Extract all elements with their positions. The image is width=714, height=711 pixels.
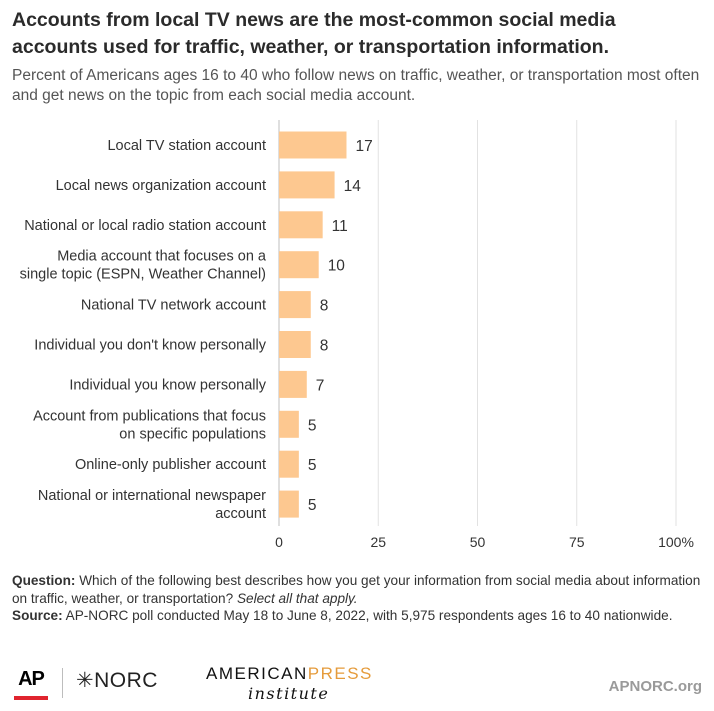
bar — [279, 211, 323, 239]
data-label: 8 — [320, 338, 329, 355]
category-label: Individual you know personally — [69, 377, 266, 393]
api-logo-line1: AMERICANPRESS — [206, 664, 373, 684]
api-logo-line2: institute — [248, 684, 330, 703]
chart-notes: Question: Which of the following best de… — [12, 572, 702, 625]
data-label: 5 — [308, 497, 317, 514]
category-label: account — [215, 506, 266, 522]
category-label: Online-only publisher account — [75, 457, 266, 473]
category-label: Individual you don't know personally — [34, 338, 266, 354]
logo-divider — [62, 668, 63, 698]
question-label: Question: — [12, 573, 76, 588]
bar — [279, 370, 307, 398]
chart-subtitle: Percent of Americans ages 16 to 40 who f… — [12, 67, 700, 104]
category-label: Account from publications that focus — [33, 408, 266, 424]
category-label: Local TV station account — [107, 138, 266, 154]
data-label: 17 — [355, 138, 372, 155]
data-label: 8 — [320, 298, 329, 315]
category-label: National or local radio station account — [24, 218, 266, 234]
bar — [279, 490, 299, 518]
ap-logo: AP — [18, 668, 45, 690]
bar — [279, 171, 335, 199]
norc-logo: ✳NORC — [76, 669, 158, 692]
question-note: Question: Which of the following best de… — [12, 572, 702, 607]
footer: AP ✳NORC AMERICANPRESS institute APNORC.… — [0, 660, 714, 711]
bar — [279, 450, 299, 478]
x-tick-label: 25 — [370, 534, 386, 550]
question-text: Which of the following best describes ho… — [12, 573, 701, 606]
category-label: National or international newspaper — [38, 488, 266, 504]
bar — [279, 410, 299, 438]
question-italic: Select all that apply. — [236, 590, 358, 606]
data-label: 10 — [328, 258, 346, 275]
data-label: 11 — [332, 218, 348, 235]
ap-logo-bar — [14, 696, 48, 700]
x-tick-label: 100% — [658, 534, 694, 550]
category-label: on specific populations — [119, 426, 266, 442]
chart-title: Accounts from local TV news are the most… — [12, 9, 616, 58]
site-url: APNORC.org — [608, 678, 702, 695]
category-label: National TV network account — [81, 298, 266, 314]
x-tick-label: 0 — [275, 534, 283, 550]
data-label: 5 — [308, 417, 317, 434]
source-label: Source: — [12, 608, 63, 623]
data-label: 14 — [344, 178, 362, 195]
bar — [279, 331, 311, 358]
data-label: 7 — [316, 377, 325, 394]
category-label: single topic (ESPN, Weather Channel) — [20, 267, 266, 283]
category-label: Local news organization account — [56, 178, 266, 194]
api-logo-american: AMERICAN — [206, 664, 308, 683]
category-label: Media account that focuses on a — [57, 249, 267, 265]
bar — [279, 251, 319, 279]
bar — [279, 291, 311, 319]
source-text: AP-NORC poll conducted May 18 to June 8,… — [62, 608, 673, 623]
bar — [279, 131, 347, 159]
source-note: Source: AP-NORC poll conducted May 18 to… — [12, 607, 702, 625]
x-tick-label: 50 — [470, 534, 486, 550]
data-label: 5 — [308, 457, 317, 474]
api-logo-press: PRESS — [307, 664, 373, 683]
x-tick-label: 75 — [569, 534, 585, 550]
